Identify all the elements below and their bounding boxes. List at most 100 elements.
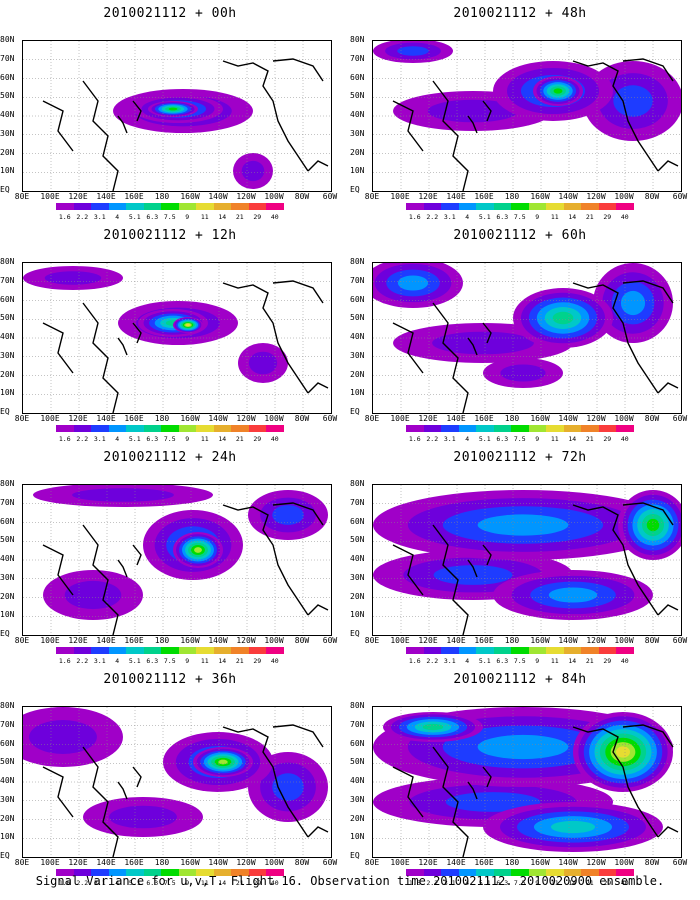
map-canvas [373,263,681,413]
longitude-label: 140E [446,414,466,423]
colorbar-swatch [178,425,196,432]
colorbar-swatch [581,647,599,654]
panel-title: 2010021112 + 72h [453,450,587,465]
colorbar-swatch [213,425,231,432]
latitude-label: 10N [0,832,15,842]
coastline [82,302,119,413]
coastline [307,160,329,172]
colorbar-swatch [248,647,266,654]
colorbar-label: 6.3 [496,435,509,443]
map-panel-12h: 2010021112 + 12h 80N 70N 60N 50N 40N 30N 20N 10… [0,222,340,444]
map-canvas [373,707,681,857]
longitude-label: 140W [558,858,578,867]
coastline [222,60,309,172]
latitude-label: 50N [0,757,15,767]
longitude-label: 100E [390,414,410,423]
latitude-label: 70N [0,719,15,729]
colorbar-label: 6.3 [496,879,509,887]
colorbar-swatch [616,203,634,210]
colorbar-swatch [56,869,74,876]
colorbar-swatch [161,869,179,876]
longitude-label: 160E [474,414,494,423]
longitude-label: 80E [364,192,380,201]
latitude-label: 20N [350,813,365,823]
latitude-label: EQ [0,629,10,638]
longitude-label: 160E [474,636,494,645]
figure-caption: Signal Variance for u,v,T. Flight 16. Ob… [35,874,665,888]
colorbar-label: 14 [218,879,227,887]
colorbar-label: 29 [603,879,612,887]
longitude-label: 180 [154,192,170,201]
variance-contour [427,99,519,123]
variance-contour [433,565,513,585]
colorbar-swatch [126,203,144,210]
colorbar-label: 11 [550,657,559,665]
longitude-label: 100W [264,858,284,867]
colorbar-swatch [441,203,459,210]
colorbar-label: 11 [200,435,209,443]
longitude-label: 100W [264,192,284,201]
longitude-label: 180 [504,636,520,645]
latitude-label: 30N [0,794,15,804]
colorbar-swatch [196,203,214,210]
longitude-label: 160W [530,414,550,423]
colorbar-label: 21 [235,879,244,887]
colorbar-label: 5.1 [478,879,491,887]
colorbar-label: 3.1 [93,435,106,443]
panel-title: 2010021112 + 48h [453,6,587,21]
longitude-label: 160W [530,636,550,645]
map-canvas [23,485,331,635]
colorbar-label: 7.5 [513,213,526,221]
colorbar-swatch [493,425,511,432]
variance-contour [168,107,178,111]
colorbar-swatch [213,869,231,876]
latitude-label: 60N [0,72,15,82]
longitude-label: 80W [294,192,310,201]
longitude-label: 100E [390,636,410,645]
coastline [482,322,492,344]
colorbar-swatch [546,869,564,876]
latitude-label: 20N [350,591,365,601]
longitude-label: 100E [40,192,60,201]
latitude-label: 40N [0,332,15,341]
colorbar-swatch [441,425,459,432]
colorbar-label: 1.6 [408,879,421,887]
colorbar-label: 4 [115,879,120,887]
map-panel-36h: 2010021112 + 36h 80N 70N 60N 50N 40N 30N 20N 10… [0,666,340,888]
coastline [432,524,469,635]
longitude-label: 120W [236,636,256,645]
longitude-label: 60W [322,414,338,423]
colorbar-swatch [563,425,581,432]
colorbar-label: 21 [235,435,244,443]
longitude-label: 160W [530,192,550,201]
colorbar-swatch [56,425,74,432]
variance-contour [550,820,596,834]
coastline [572,282,659,394]
colorbar-label: 40 [270,435,279,443]
variance-contour [548,587,598,603]
coastline [42,100,74,152]
variance-contour [272,773,304,801]
coastline [392,544,424,596]
latitude-label: 60N [350,738,365,748]
variance-contour [29,720,97,754]
colorbar-swatch [196,425,214,432]
latitude-label: 60N [350,294,365,304]
variance-contour [477,734,569,760]
longitude-label: 120E [418,858,438,867]
colorbar-swatch [73,425,91,432]
longitude-label: 100W [614,414,634,423]
longitude-label: 140E [96,414,116,423]
colorbar-swatch [546,203,564,210]
colorbar [406,425,634,432]
longitude-label: 160E [124,192,144,201]
coastline [392,100,424,152]
colorbar-label: 6.3 [496,213,509,221]
colorbar-label: 11 [550,213,559,221]
colorbar-swatch [73,203,91,210]
colorbar-swatch [493,869,511,876]
map-canvas [23,263,331,413]
colorbar-label: 14 [218,213,227,221]
colorbar-swatch [231,647,249,654]
colorbar-swatch [546,425,564,432]
